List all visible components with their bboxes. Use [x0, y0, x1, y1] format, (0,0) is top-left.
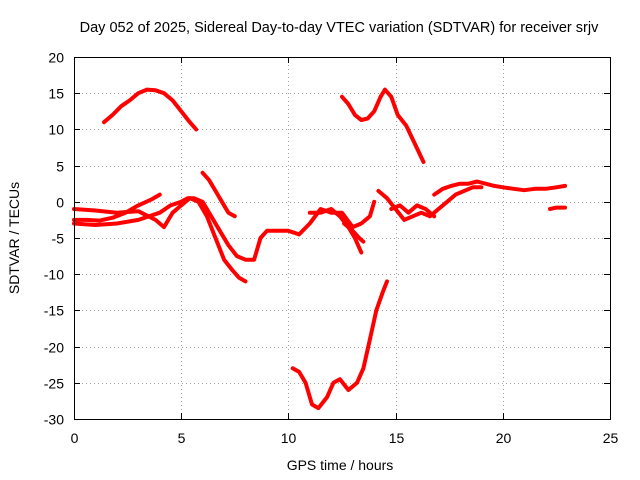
y-tick-label: 10: [48, 122, 64, 138]
series-arc-e: [72, 196, 248, 284]
x-tick-label: 10: [281, 430, 297, 446]
y-axis: 20 15 10 5 0 -5 -10 -15 -20 -25 -30: [44, 50, 610, 428]
y-tick-label: -25: [44, 376, 64, 392]
y-tick-label: -20: [44, 340, 64, 356]
series-arc-g: [307, 207, 364, 255]
series-arc-k: [432, 179, 567, 197]
x-tick-label: 20: [496, 430, 512, 446]
x-axis-title: GPS time / hours: [287, 457, 394, 473]
series-arc-b: [340, 87, 426, 164]
y-tick-label: 0: [56, 195, 64, 211]
y-tick-label: -30: [44, 412, 64, 428]
y-tick-label: -15: [44, 303, 64, 319]
chart-title: Day 052 of 2025, Sidereal Day-to-day VTE…: [80, 20, 599, 36]
series-arc-d: [72, 192, 162, 223]
y-tick-label: 5: [56, 159, 64, 175]
series-arc-l: [548, 205, 567, 211]
x-tick-label: 5: [178, 430, 186, 446]
chart-grid: [74, 57, 610, 419]
series-arc-h: [342, 221, 366, 244]
series-arc-f: [200, 170, 237, 219]
x-tick-label: 25: [603, 430, 619, 446]
y-tick-label: -10: [44, 267, 64, 283]
x-tick-label: 15: [389, 430, 405, 446]
series-arc-a: [102, 87, 199, 132]
x-tick-label: 0: [71, 430, 79, 446]
chart-series: [72, 87, 567, 411]
y-tick-label: -5: [52, 231, 65, 247]
y-axis-title: SDTVAR / TECUs: [6, 182, 22, 294]
series-arc-m: [290, 279, 389, 411]
y-tick-label: 20: [48, 50, 64, 66]
x-axis: 0 5 10 15 20 25: [71, 57, 619, 446]
series-arc-j: [389, 203, 437, 219]
y-tick-label: 15: [48, 86, 64, 102]
